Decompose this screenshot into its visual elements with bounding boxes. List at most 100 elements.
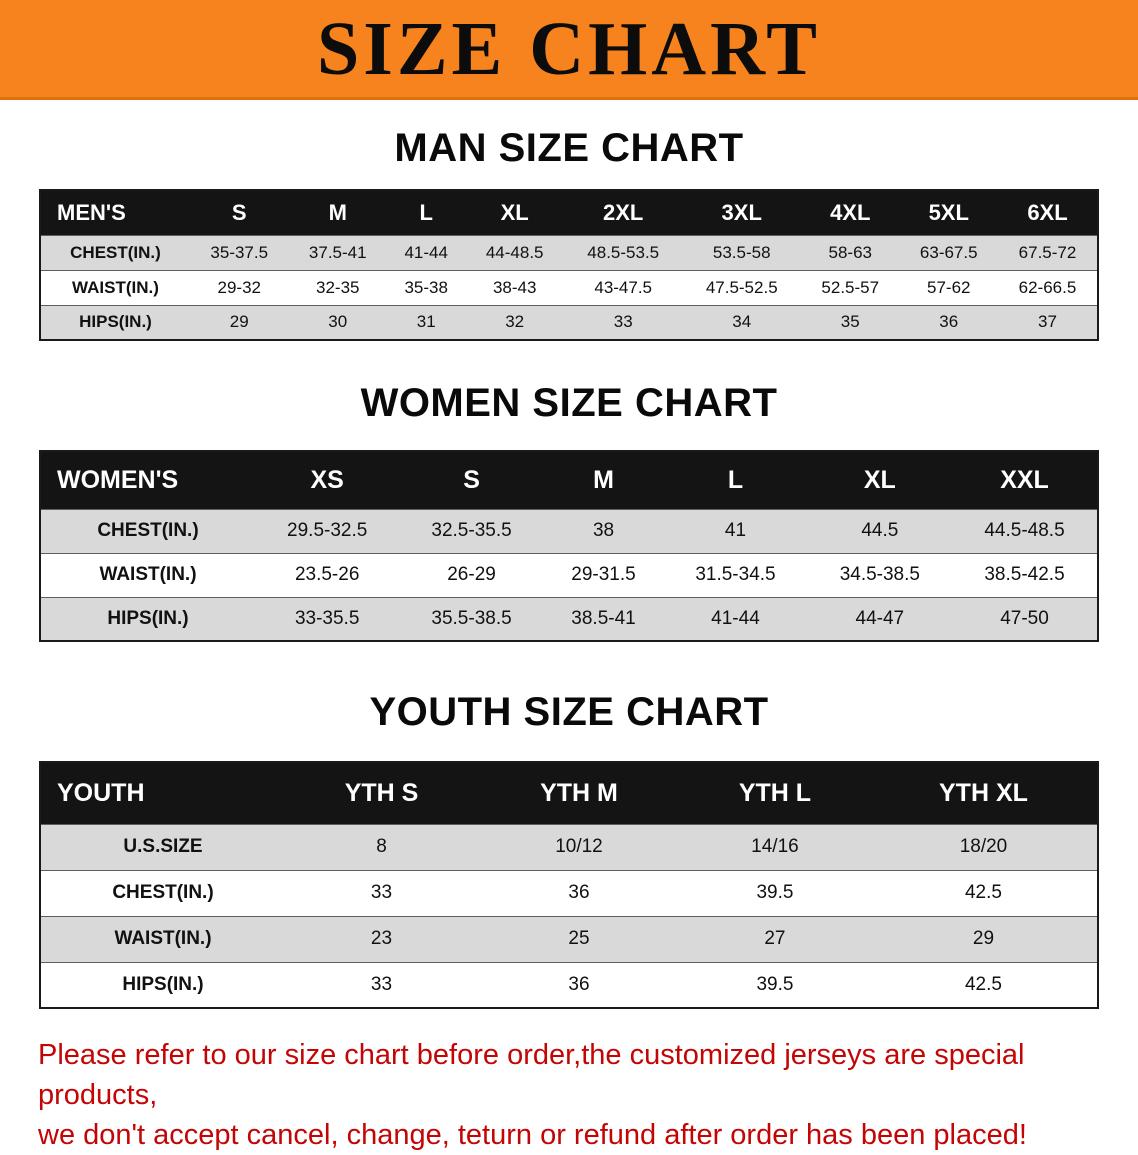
row-label-cell: WAIST(IN.) — [40, 269, 190, 305]
size-header-cell: L — [663, 451, 808, 509]
women-size-section: WOMEN SIZE CHART WOMEN'S XS S M L XL XXL CHEST(… — [0, 381, 1138, 642]
value-cell: 10/12 — [478, 823, 680, 870]
size-header-row: WOMEN'S XS S M L XL XXL — [40, 451, 1098, 509]
size-header-cell: S — [190, 190, 289, 235]
value-cell: 48.5-53.5 — [563, 234, 683, 270]
value-cell: 44.5-48.5 — [952, 508, 1098, 553]
measurement-row: WAIST(IN.) 23.5-26 26-29 29-31.5 31.5-34.5 34… — [40, 552, 1098, 597]
size-header-cell: YTH L — [679, 762, 870, 824]
size-header-row: YOUTH YTH S YTH M YTH L YTH XL — [40, 762, 1098, 824]
size-header-cell: YTH S — [285, 762, 478, 824]
value-cell: 33 — [285, 961, 478, 1008]
value-cell: 35.5-38.5 — [399, 596, 544, 641]
value-cell: 42.5 — [869, 961, 1098, 1008]
measurement-row: HIPS(IN.) 33-35.5 35.5-38.5 38.5-41 41-44 44-… — [40, 596, 1098, 641]
value-cell: 29 — [190, 304, 289, 340]
value-cell: 35-38 — [387, 269, 466, 305]
size-header-cell: 4XL — [801, 190, 900, 235]
value-cell: 41-44 — [663, 596, 808, 641]
youth-size-section: YOUTH SIZE CHART YOUTH YTH S YTH M YTH L YTH… — [0, 690, 1138, 1009]
value-cell: 35-37.5 — [190, 234, 289, 270]
value-cell: 44.5 — [807, 508, 953, 553]
size-header-cell: M — [288, 190, 387, 235]
value-cell: 58-63 — [801, 234, 900, 270]
value-cell: 39.5 — [679, 961, 870, 1008]
value-cell: 34 — [682, 304, 801, 340]
value-cell: 26-29 — [399, 552, 544, 597]
measurement-row: WAIST(IN.) 23 25 27 29 — [40, 915, 1098, 962]
value-cell: 33-35.5 — [255, 596, 400, 641]
measurement-row: HIPS(IN.) 33 36 39.5 42.5 — [40, 961, 1098, 1008]
row-label-cell: WAIST(IN.) — [40, 552, 255, 597]
size-header-cell: 5XL — [899, 190, 998, 235]
size-header-cell: XL — [807, 451, 953, 509]
size-header-cell: YTH M — [478, 762, 680, 824]
value-cell: 44-48.5 — [465, 234, 564, 270]
value-cell: 34.5-38.5 — [807, 552, 953, 597]
value-cell: 38.5-41 — [543, 596, 664, 641]
measurement-row: U.S.SIZE 8 10/12 14/16 18/20 — [40, 823, 1098, 870]
value-cell: 32.5-35.5 — [399, 508, 544, 553]
value-cell: 37 — [998, 304, 1098, 340]
value-cell: 52.5-57 — [801, 269, 900, 305]
table-title-cell: YOUTH — [40, 762, 285, 824]
size-header-cell: 3XL — [682, 190, 801, 235]
value-cell: 41 — [663, 508, 808, 553]
value-cell: 47.5-52.5 — [682, 269, 801, 305]
size-header-cell: 6XL — [998, 190, 1098, 235]
value-cell: 33 — [563, 304, 683, 340]
table-title-cell: MEN'S — [40, 190, 190, 235]
value-cell: 38.5-42.5 — [952, 552, 1098, 597]
value-cell: 31 — [387, 304, 466, 340]
measurement-row: HIPS(IN.) 29 30 31 32 33 34 35 36 37 — [40, 304, 1098, 340]
men-size-section: MAN SIZE CHART MEN'S S M L XL 2XL 3XL 4XL 5XL 6XL… — [0, 126, 1138, 341]
size-header-cell: XXL — [952, 451, 1098, 509]
value-cell: 23.5-26 — [255, 552, 400, 597]
measurement-row: CHEST(IN.) 29.5-32.5 32.5-35.5 38 41 44.5 44.5… — [40, 508, 1098, 553]
measurement-row: CHEST(IN.) 35-37.5 37.5-41 41-44 44-48.5 48.5… — [40, 234, 1098, 270]
size-header-cell: XL — [465, 190, 564, 235]
row-label-cell: HIPS(IN.) — [40, 596, 255, 641]
women-size-table: WOMEN'S XS S M L XL XXL CHEST(IN.) 29.5-32.5 32.5… — [39, 450, 1099, 642]
row-label-cell: CHEST(IN.) — [40, 869, 285, 916]
row-label-cell: CHEST(IN.) — [40, 234, 190, 270]
value-cell: 32-35 — [288, 269, 387, 305]
youth-section-heading: YOUTH SIZE CHART — [369, 690, 769, 734]
value-cell: 25 — [478, 915, 680, 962]
measurement-row: CHEST(IN.) 33 36 39.5 42.5 — [40, 869, 1098, 916]
size-header-cell: YTH XL — [869, 762, 1098, 824]
size-header-cell: M — [543, 451, 664, 509]
size-header-cell: L — [387, 190, 466, 235]
banner-title: SIZE CHART — [316, 6, 821, 91]
value-cell: 30 — [288, 304, 387, 340]
value-cell: 29 — [869, 915, 1098, 962]
value-cell: 36 — [478, 961, 680, 1008]
value-cell: 36 — [478, 869, 680, 916]
value-cell: 38-43 — [465, 269, 564, 305]
value-cell: 42.5 — [869, 869, 1098, 916]
value-cell: 29.5-32.5 — [255, 508, 400, 553]
size-chart-banner: SIZE CHART — [0, 0, 1138, 100]
value-cell: 37.5-41 — [288, 234, 387, 270]
row-label-cell: HIPS(IN.) — [40, 961, 285, 1008]
row-label-cell: U.S.SIZE — [40, 823, 285, 870]
disclaimer-line-2: we don't accept cancel, change, teturn o… — [38, 1119, 1027, 1152]
size-header-cell: XS — [255, 451, 400, 509]
disclaimer-note: Please refer to our size chart before or… — [0, 1035, 1138, 1155]
value-cell: 67.5-72 — [998, 234, 1098, 270]
disclaimer-line-1: Please refer to our size chart before or… — [38, 1039, 1025, 1112]
men-size-table: MEN'S S M L XL 2XL 3XL 4XL 5XL 6XL CHEST(IN.) 35-37… — [39, 189, 1099, 341]
value-cell: 29-31.5 — [543, 552, 664, 597]
value-cell: 63-67.5 — [899, 234, 998, 270]
value-cell: 33 — [285, 869, 478, 916]
value-cell: 38 — [543, 508, 664, 553]
women-section-heading: WOMEN SIZE CHART — [360, 381, 778, 425]
row-label-cell: WAIST(IN.) — [40, 915, 285, 962]
value-cell: 29-32 — [190, 269, 289, 305]
value-cell: 14/16 — [679, 823, 870, 870]
youth-size-table: YOUTH YTH S YTH M YTH L YTH XL U.S.SIZE 8 10/12… — [39, 761, 1099, 1009]
value-cell: 57-62 — [899, 269, 998, 305]
table-title-cell: WOMEN'S — [40, 451, 255, 509]
value-cell: 62-66.5 — [998, 269, 1098, 305]
value-cell: 44-47 — [807, 596, 953, 641]
